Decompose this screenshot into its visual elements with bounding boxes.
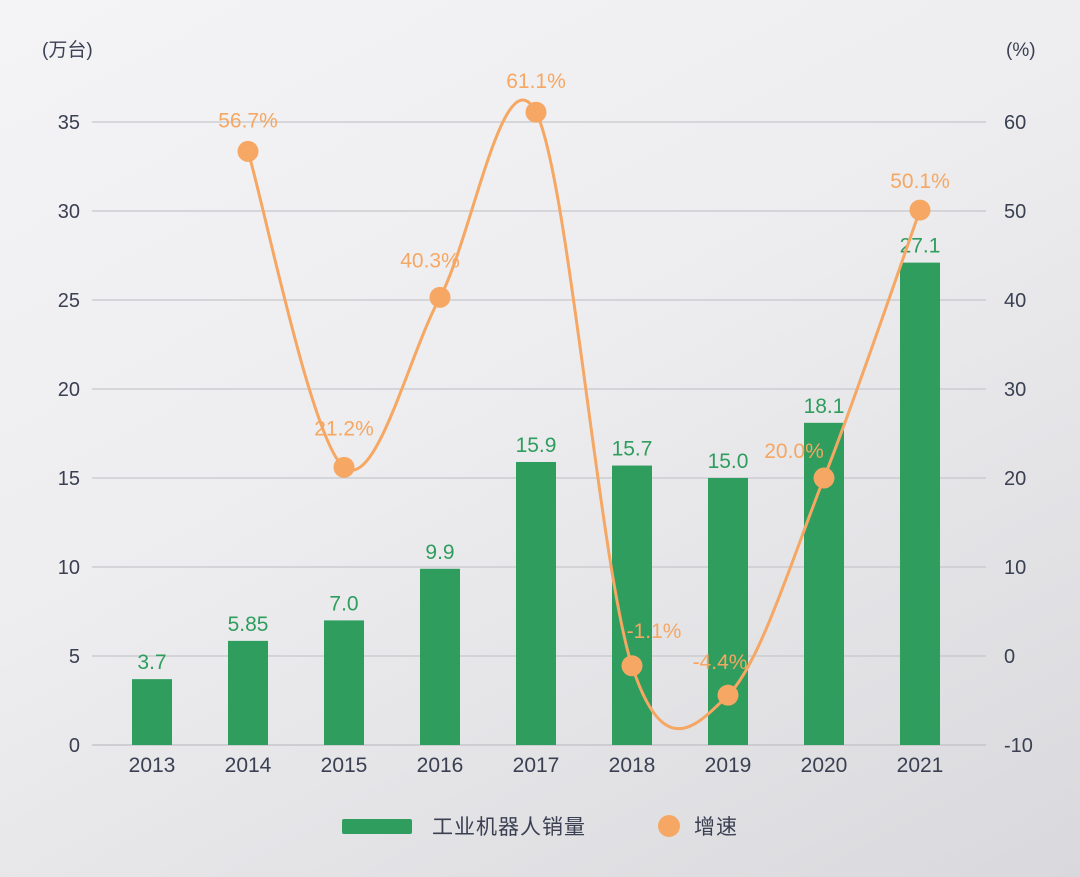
bar-2016 [420, 568, 460, 745]
bar-value-label: 15.9 [516, 434, 557, 457]
growth-point-2019 [717, 684, 739, 706]
chart-legend: 工业机器人销量 增速 [0, 811, 1080, 841]
right-axis-tick-label: -10 [1004, 735, 1033, 757]
x-axis-label-2015: 2015 [321, 754, 368, 777]
x-axis-label-2017: 2017 [513, 754, 560, 777]
left-axis-tick-label: 20 [58, 379, 80, 401]
right-axis-unit: (%) [1006, 40, 1036, 61]
legend-label-growth: 增速 [694, 816, 738, 839]
growth-point-2014 [237, 140, 259, 162]
legend-item-sales: 工业机器人销量 [342, 811, 586, 841]
bar-value-label: 7.0 [329, 592, 358, 615]
x-axis-label-2014: 2014 [225, 754, 272, 777]
right-axis-tick-label: 0 [1004, 646, 1015, 668]
growth-point-2016 [429, 286, 451, 308]
legend-label-sales: 工业机器人销量 [432, 816, 586, 839]
bar-value-label: 9.9 [425, 541, 454, 564]
x-axis-label-2019: 2019 [705, 754, 752, 777]
x-axis-label-2021: 2021 [897, 754, 944, 777]
bar-value-label: 18.1 [804, 395, 845, 418]
growth-point-2017 [525, 101, 547, 123]
left-axis-tick-label: 25 [58, 290, 80, 312]
growth-value-label: 50.1% [890, 170, 950, 193]
growth-value-label: -4.4% [693, 651, 748, 674]
line-series-dot-icon [658, 815, 680, 837]
right-axis-tick-label: 30 [1004, 379, 1026, 401]
legend-item-growth: 增速 [658, 811, 738, 841]
growth-point-2018 [621, 655, 643, 677]
growth-value-label: 21.2% [314, 417, 374, 440]
right-axis-tick-label: 40 [1004, 290, 1026, 312]
bar-value-label: 15.0 [708, 450, 749, 473]
bar-2013 [132, 679, 172, 745]
left-axis-tick-label: 0 [69, 735, 80, 757]
left-axis-unit: (万台) [42, 39, 93, 61]
growth-value-label: 20.0% [764, 440, 824, 463]
x-axis-label-2020: 2020 [801, 754, 848, 777]
left-axis-tick-label: 5 [69, 646, 80, 668]
x-axis-label-2013: 2013 [129, 754, 176, 777]
right-axis-tick-label: 10 [1004, 557, 1026, 579]
right-axis-tick-label: 60 [1004, 112, 1026, 134]
bar-2021 [900, 262, 940, 745]
left-axis-tick-label: 30 [58, 201, 80, 223]
bar-series-swatch-icon [342, 818, 412, 834]
growth-point-2021 [909, 199, 931, 221]
right-axis-tick-label: 20 [1004, 468, 1026, 490]
growth-point-2020 [813, 467, 835, 489]
bar-2017 [516, 461, 556, 745]
bar-2015 [324, 620, 364, 745]
left-axis-tick-label: 15 [58, 468, 80, 490]
x-axis-label-2018: 2018 [609, 754, 656, 777]
growth-value-label: 61.1% [506, 70, 566, 93]
growth-value-label: -1.1% [627, 620, 682, 643]
growth-value-label: 40.3% [400, 249, 460, 272]
left-axis-tick-label: 35 [58, 112, 80, 134]
growth-point-2015 [333, 456, 355, 478]
x-axis-label-2016: 2016 [417, 754, 464, 777]
bar-value-label: 5.85 [228, 613, 269, 636]
left-axis-tick-label: 10 [58, 557, 80, 579]
bar-value-label: 3.7 [137, 651, 166, 674]
right-axis-tick-label: 50 [1004, 201, 1026, 223]
growth-value-label: 56.7% [218, 109, 278, 132]
bar-value-label: 15.7 [612, 438, 653, 461]
bar-2014 [228, 640, 268, 745]
